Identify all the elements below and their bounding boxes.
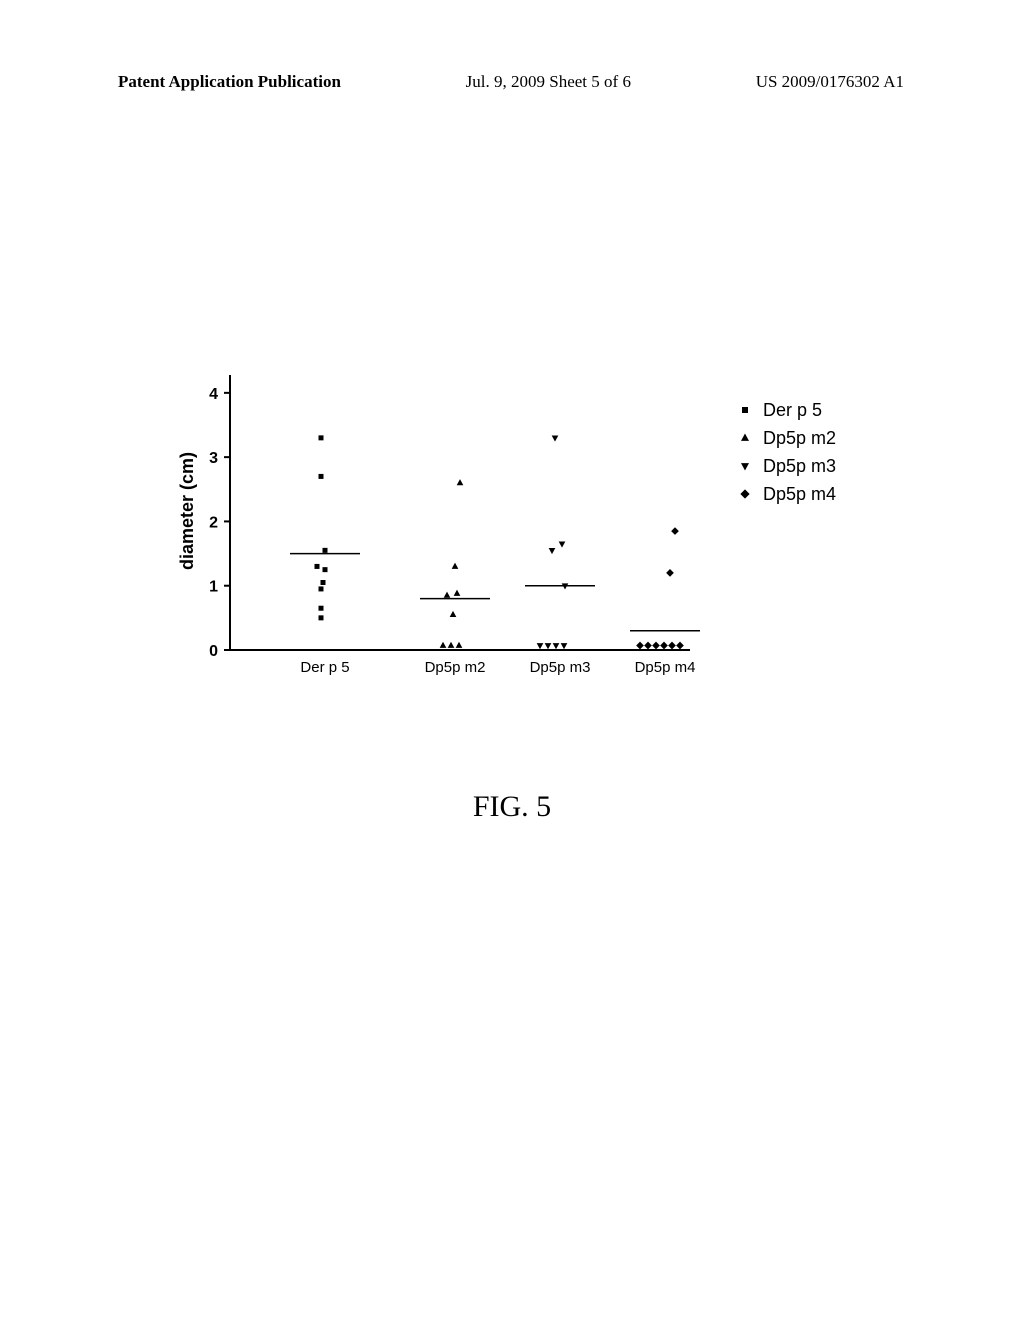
svg-text:2: 2: [209, 514, 218, 531]
svg-text:Der p 5: Der p 5: [763, 400, 822, 420]
header-pubnum: US 2009/0176302 A1: [756, 72, 904, 92]
svg-text:0: 0: [209, 643, 218, 660]
svg-text:4: 4: [209, 386, 218, 403]
svg-text:Dp5p m4: Dp5p m4: [635, 659, 696, 676]
svg-text:Dp5p m4: Dp5p m4: [763, 484, 836, 504]
svg-text:1: 1: [209, 579, 218, 596]
figure-label: FIG. 5: [0, 790, 1024, 824]
svg-text:Dp5p m3: Dp5p m3: [530, 659, 591, 676]
svg-text:Dp5p m3: Dp5p m3: [763, 456, 836, 476]
page-header: Patent Application Publication Jul. 9, 2…: [0, 72, 1024, 92]
header-sheet: Jul. 9, 2009 Sheet 5 of 6: [466, 72, 631, 92]
svg-text:Dp5p m2: Dp5p m2: [763, 428, 836, 448]
header-publication: Patent Application Publication: [118, 72, 341, 92]
chart-svg: 0 1 2 3 4 diameter (cm) Der p 5 Dp5p m2 Dp5p m3 D…: [175, 370, 895, 710]
y-axis-label: diameter (cm): [177, 452, 197, 570]
scatter-chart: 0 1 2 3 4 diameter (cm) Der p 5 Dp5p m2 Dp5p m3 D…: [175, 370, 895, 710]
svg-text:Der p 5: Der p 5: [300, 659, 349, 676]
svg-text:3: 3: [209, 450, 218, 467]
svg-text:Dp5p m2: Dp5p m2: [425, 659, 486, 676]
